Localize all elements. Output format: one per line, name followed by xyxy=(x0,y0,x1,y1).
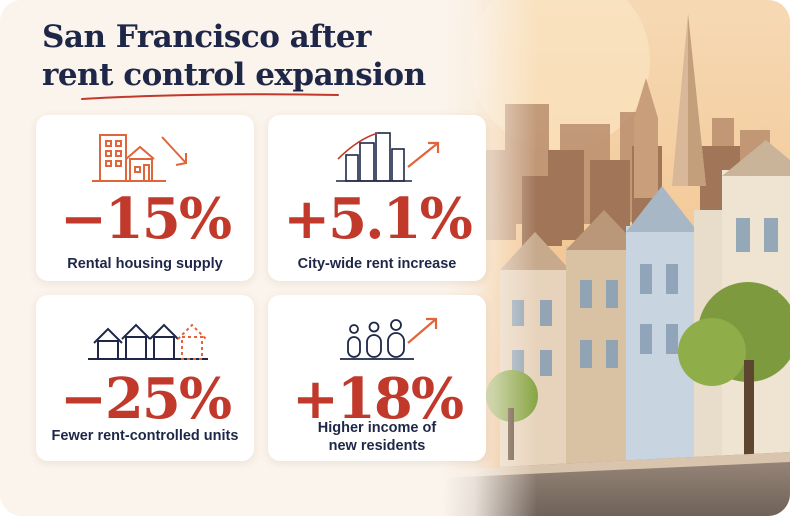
stat-label: Rental housing supply xyxy=(67,256,223,272)
skyline-up-arrow-icon xyxy=(336,132,440,182)
stat-card-rent-increase: +5.1% City-wide rent increase xyxy=(268,115,486,281)
stat-card-rental-supply: −15% Rental housing supply xyxy=(36,115,254,281)
stat-label-line-2: new residents xyxy=(328,438,426,454)
stat-value: +18% xyxy=(291,366,464,432)
title-line-2: rent control expansion xyxy=(42,57,426,93)
title-underline xyxy=(81,93,339,100)
houses-icon xyxy=(88,323,208,360)
stat-label-line-1: Higher income of xyxy=(317,420,437,436)
page-title: San Francisco after rent control expansi… xyxy=(42,18,426,94)
title-line-1: San Francisco after xyxy=(42,19,371,55)
stat-card-rent-controlled-units: −25% Fewer rent-controlled units xyxy=(36,295,254,461)
stat-card-resident-income: +18% Higher income of new residents xyxy=(268,295,486,461)
stat-value: +5.1% xyxy=(283,186,473,252)
stat-label: City-wide rent increase xyxy=(297,256,457,272)
stat-value: −25% xyxy=(59,366,232,432)
stat-label: Fewer rent-controlled units xyxy=(51,428,239,444)
buildings-down-arrow-icon xyxy=(92,134,187,182)
people-up-arrow-icon xyxy=(340,317,438,360)
stat-value: −15% xyxy=(59,186,232,252)
